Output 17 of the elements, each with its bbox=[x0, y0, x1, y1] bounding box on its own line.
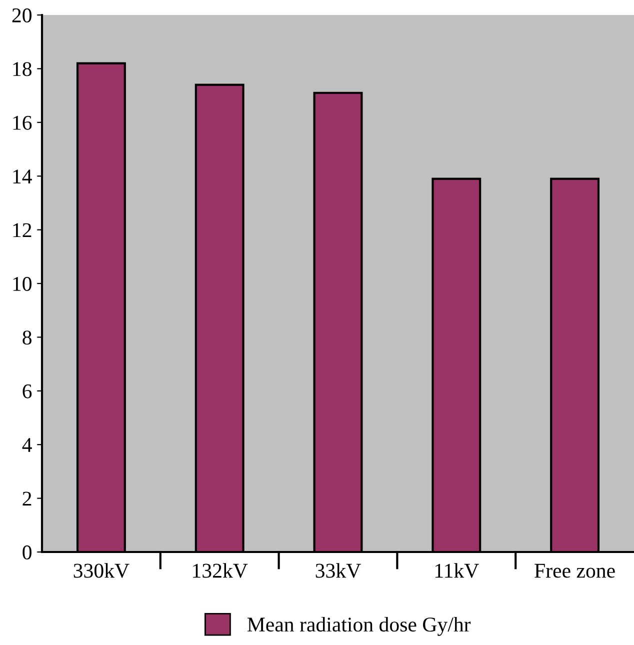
x-tick-label: 11kV bbox=[435, 563, 479, 578]
x-tick-label: 330kV bbox=[74, 563, 130, 578]
y-tick-label: 0 bbox=[22, 545, 32, 560]
y-tick-label: 18 bbox=[13, 62, 32, 76]
y-tick-label: 10 bbox=[13, 276, 32, 291]
y-tick-label: 2 bbox=[22, 492, 32, 506]
y-tick-label: 20 bbox=[12, 8, 32, 22]
y-tick-label: 14 bbox=[13, 170, 32, 184]
x-tick-label: 33kV bbox=[316, 563, 361, 578]
y-tick-label: 16 bbox=[13, 116, 32, 130]
x-tick-label: 132kV bbox=[193, 563, 248, 578]
y-tick-label: 8 bbox=[22, 330, 32, 345]
x-tick-label: Free zone bbox=[534, 564, 615, 578]
y-tick-label: 4 bbox=[22, 438, 32, 452]
y-tick-label: 6 bbox=[22, 384, 32, 398]
legend-label: Mean radiation dose Gy/hr bbox=[247, 616, 471, 636]
y-tick-label: 12 bbox=[13, 223, 32, 238]
